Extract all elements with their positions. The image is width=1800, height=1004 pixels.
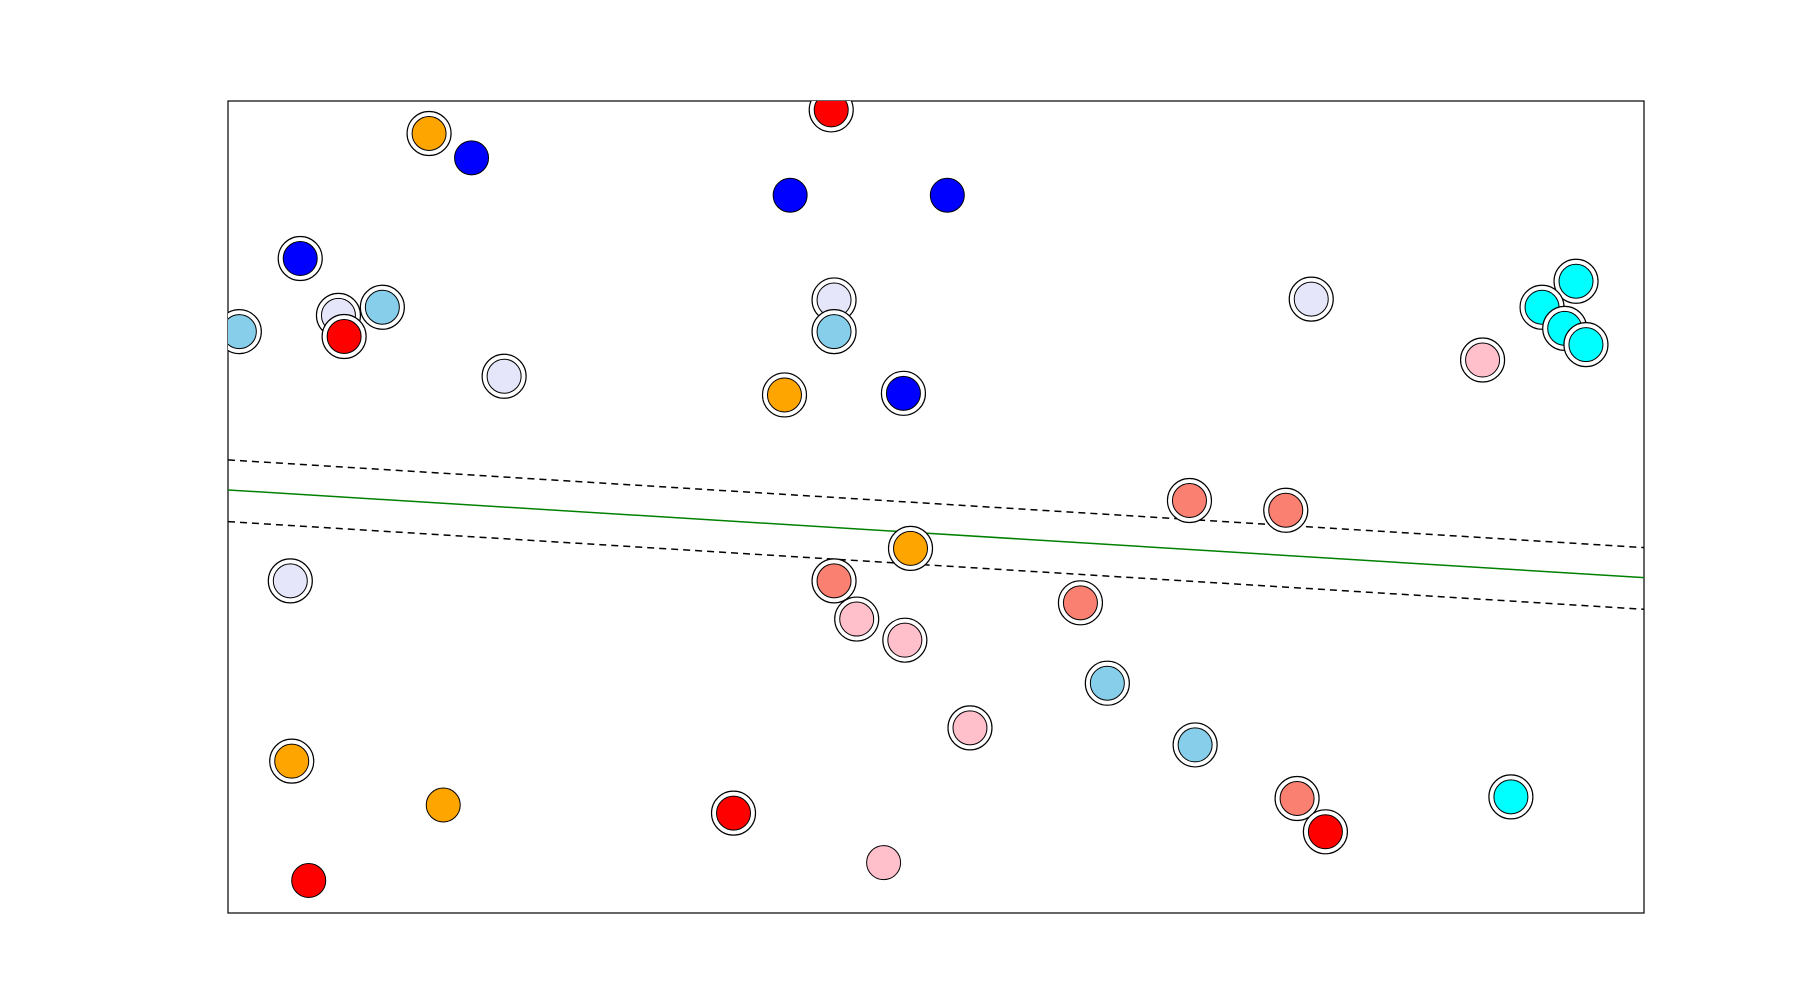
- point: [364, 289, 400, 325]
- point: [766, 377, 802, 413]
- point: [929, 177, 965, 213]
- plot-frame: [227, 100, 1645, 914]
- point: [813, 101, 849, 128]
- point: [772, 177, 808, 213]
- point: [839, 601, 875, 637]
- point: [885, 375, 921, 411]
- point: [228, 314, 257, 350]
- point: [1465, 342, 1501, 378]
- lines-layer: [228, 459, 1644, 611]
- point: [887, 622, 923, 658]
- point: [326, 318, 362, 354]
- point: [274, 743, 310, 779]
- decision-boundary: [228, 489, 1644, 579]
- point: [1293, 281, 1329, 317]
- point: [425, 787, 461, 823]
- point: [1307, 814, 1343, 850]
- point: [486, 358, 522, 394]
- margin-line: [228, 459, 1644, 549]
- margin-line: [228, 520, 1644, 611]
- point: [866, 845, 902, 881]
- point: [1279, 781, 1315, 817]
- point: [291, 863, 327, 899]
- point: [454, 140, 490, 176]
- point: [1558, 263, 1594, 299]
- point: [952, 710, 988, 746]
- point: [816, 314, 852, 350]
- point: [282, 241, 318, 277]
- point: [1493, 779, 1529, 815]
- point: [816, 563, 852, 599]
- points-layer: [228, 101, 1609, 899]
- point: [716, 795, 752, 831]
- point: [1568, 327, 1604, 363]
- point: [1177, 727, 1213, 763]
- point: [272, 563, 308, 599]
- point: [411, 115, 447, 151]
- point: [1062, 585, 1098, 621]
- point: [1171, 483, 1207, 519]
- point: [1089, 665, 1125, 701]
- point: [893, 530, 929, 566]
- point: [1268, 492, 1304, 528]
